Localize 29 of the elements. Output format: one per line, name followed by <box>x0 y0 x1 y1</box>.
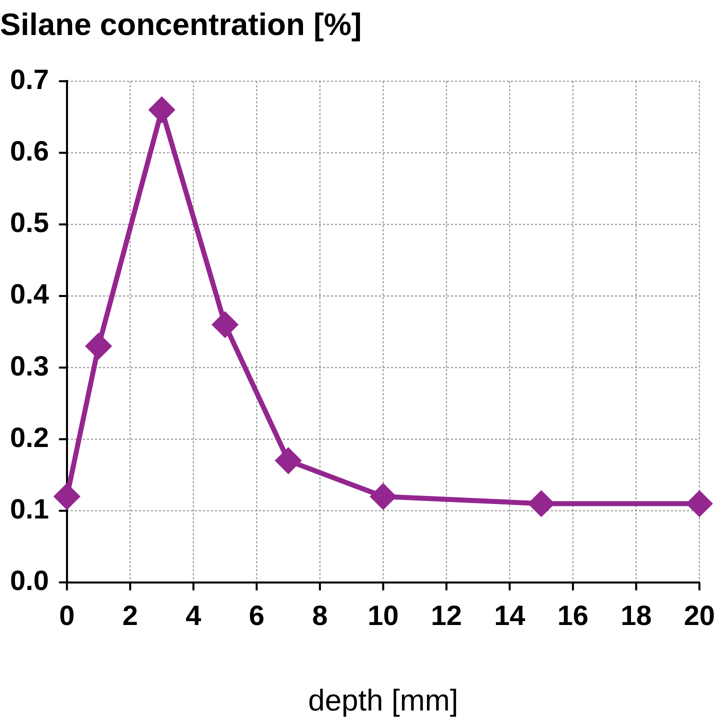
x-tick-label: 12 <box>430 600 462 631</box>
x-tick-label: 16 <box>557 600 589 631</box>
x-tick-label: 18 <box>620 600 652 631</box>
point <box>370 484 396 509</box>
x-tick-label: 2 <box>122 600 138 631</box>
y-tick-label: 0.7 <box>10 64 49 95</box>
point <box>528 491 554 516</box>
point <box>686 491 712 516</box>
x-tick-label: 10 <box>368 600 399 631</box>
y-tick-label: 0.5 <box>10 207 49 238</box>
chart-title: Silane concentration [%] <box>0 7 362 42</box>
y-tick-label: 0.6 <box>10 136 49 167</box>
y-tick-label: 0.0 <box>10 565 49 596</box>
point <box>212 312 238 338</box>
y-tick-label: 0.3 <box>10 350 49 382</box>
point <box>86 334 112 359</box>
x-tick-label: 14 <box>494 600 526 631</box>
point <box>149 97 174 122</box>
x-tick-label: 6 <box>248 600 264 631</box>
y-tick-label: 0.2 <box>10 422 49 453</box>
x-tick-label: 4 <box>186 600 202 631</box>
x-tick-label: 0 <box>59 600 75 631</box>
point <box>276 448 301 474</box>
x-tick-label: 20 <box>684 600 716 631</box>
x-tick-label: 8 <box>312 600 328 631</box>
y-tick-label: 0.4 <box>10 278 50 310</box>
x-axis-title: depth [mm] <box>308 684 458 718</box>
y-tick-label: 0.1 <box>10 494 49 525</box>
point <box>54 484 80 509</box>
